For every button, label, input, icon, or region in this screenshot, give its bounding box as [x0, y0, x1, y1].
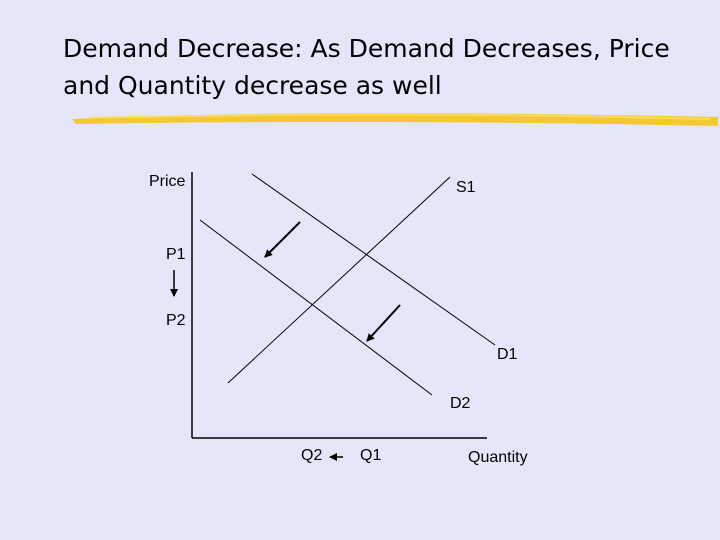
demand-curve-d1 — [251, 173, 496, 346]
title-line-2: and Quantity decrease as well — [63, 71, 442, 100]
price-label-p2: P2 — [166, 312, 186, 329]
supply-label-s1: S1 — [456, 179, 476, 196]
y-axis-label: Price — [149, 173, 186, 190]
demand-label-d1: D1 — [497, 346, 518, 363]
x-axis-label: Quantity — [468, 449, 528, 466]
demand-curve-d2 — [199, 219, 433, 396]
demand-shift-arrow-upper — [264, 221, 301, 258]
quantity-label-q2: Q2 — [301, 447, 322, 464]
slide-title: Demand Decrease: As Demand Decreases, Pr… — [63, 30, 713, 104]
price-label-p1: P1 — [166, 246, 186, 263]
supply-curve-s1 — [227, 176, 451, 384]
title-line-1: Demand Decrease: As Demand Decreases, Pr… — [63, 34, 670, 63]
quantity-label-q1: Q1 — [360, 447, 381, 464]
demand-shift-arrow-lower — [366, 304, 401, 342]
demand-label-d2: D2 — [450, 395, 471, 412]
